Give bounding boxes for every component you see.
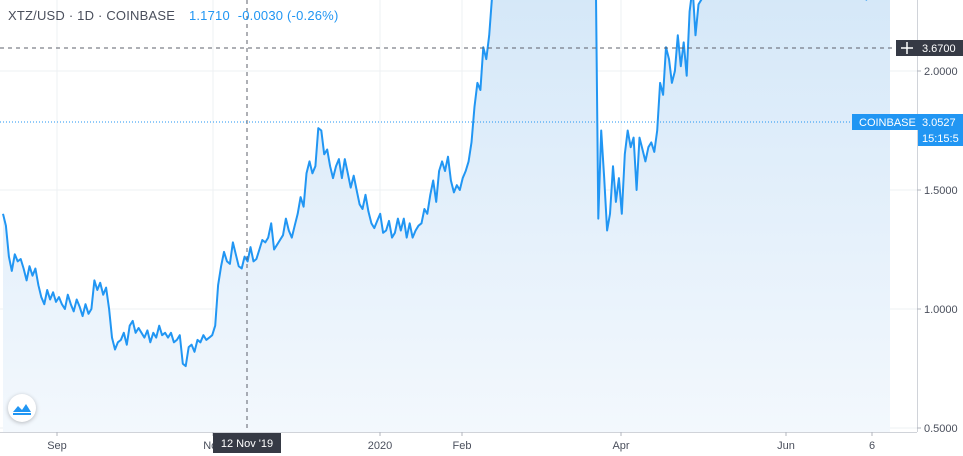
crosshair-price-label: 3.6700: [896, 40, 963, 56]
last-price: 1.1710: [188, 8, 230, 23]
area-fill: [3, 0, 890, 432]
y-tick-label: 2.0000: [924, 66, 958, 78]
x-tick-label: Jun: [777, 440, 795, 452]
x-tick-label: 2020: [368, 440, 392, 452]
x-tick-label: Apr: [612, 440, 629, 452]
tradingview-chart-icon[interactable]: [8, 394, 36, 422]
crosshair-price-text: 3.6700: [922, 43, 956, 55]
x-tick-label: Sep: [47, 440, 67, 452]
exchange-label: COINBASE: [859, 117, 916, 129]
y-tick-label: 1.5000: [924, 185, 958, 197]
time-axis[interactable]: SepNov2020FebAprJun6: [47, 432, 875, 452]
y-tick-label: 1.0000: [924, 304, 958, 316]
price-axis[interactable]: 4.00003.50003.00002.50002.00001.50001.00…: [917, 0, 958, 435]
countdown-label: 15:15:5: [922, 133, 959, 145]
crosshair: [0, 0, 896, 432]
x-tick-label: Feb: [453, 440, 472, 452]
y-tick-label: 0.5000: [924, 423, 958, 435]
x-tick-label: 6: [869, 440, 875, 452]
last-price-value: 3.0527: [922, 117, 956, 129]
plus-icon[interactable]: [901, 42, 913, 54]
price-change: -0.0030 (-0.26%): [237, 8, 339, 23]
last-price-label: COINBASE 3.0527 15:15:5: [852, 114, 963, 146]
crosshair-date-text: 12 Nov '19: [221, 438, 273, 450]
symbol-header: XTZ/USD · 1D · COINBASE 1.1710 -0.0030 (…: [8, 8, 338, 23]
symbol-title[interactable]: XTZ/USD · 1D · COINBASE: [8, 8, 176, 23]
crosshair-date-label: 12 Nov '19: [213, 433, 281, 453]
series-line: [2, 0, 868, 368]
